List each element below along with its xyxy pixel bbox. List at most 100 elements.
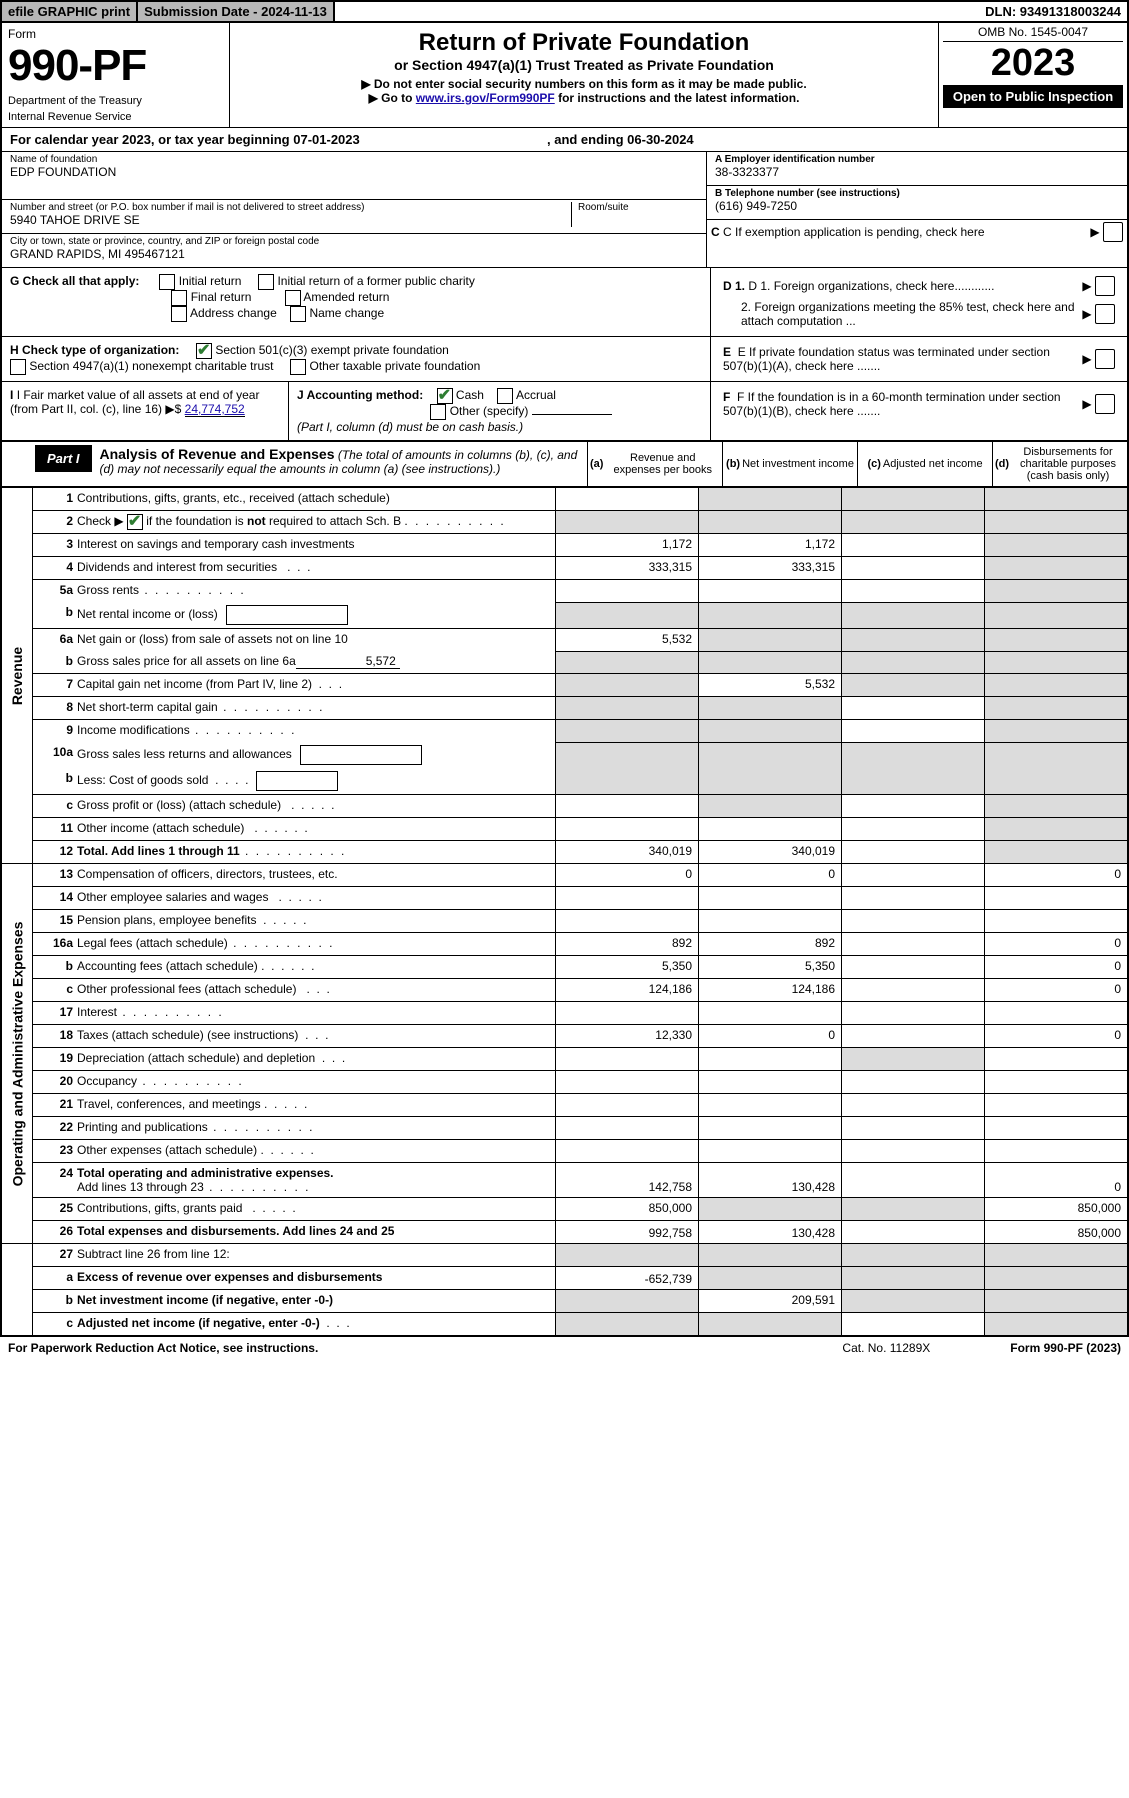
g-final: Final return <box>191 290 252 304</box>
g-addr-checkbox[interactable] <box>171 306 187 322</box>
row-3: Interest on savings and temporary cash i… <box>77 534 555 556</box>
j-other-checkbox[interactable] <box>430 404 446 420</box>
calyear-begin: 07-01-2023 <box>293 132 360 147</box>
row-13: Compensation of officers, directors, tru… <box>77 864 555 886</box>
g-name-checkbox[interactable] <box>290 306 306 322</box>
row-25: Contributions, gifts, grants paid . . . … <box>77 1198 555 1220</box>
net-section: 27Subtract line 26 from line 12: aExcess… <box>2 1244 1127 1335</box>
col-a: Revenue and expenses per books <box>605 452 720 476</box>
j-cash-checkbox[interactable] <box>437 388 453 404</box>
h-4947-checkbox[interactable] <box>10 359 26 375</box>
j-accrual-checkbox[interactable] <box>497 388 513 404</box>
e-section: E E If private foundation status was ter… <box>710 337 1127 381</box>
row-5b: Net rental income or (loss) <box>77 602 555 628</box>
header: Form 990-PF Department of the Treasury I… <box>2 23 1127 128</box>
revenue-vlabel: Revenue <box>2 488 33 863</box>
row-4: Dividends and interest from securities .… <box>77 557 555 579</box>
j-section: J Accounting method: Cash Accrual Other … <box>289 382 711 440</box>
h-501-checkbox[interactable] <box>196 343 212 359</box>
row-16b: Accounting fees (attach schedule) . . . … <box>77 956 555 978</box>
row-2: Check ▶ if the foundation is not require… <box>77 511 555 533</box>
g-amended: Amended return <box>303 290 389 304</box>
row-26: Total expenses and disbursements. Add li… <box>77 1221 555 1243</box>
d2-text: 2. Foreign organizations meeting the 85%… <box>723 300 1082 328</box>
c-checkbox[interactable] <box>1103 222 1123 242</box>
f-text: F If the foundation is in a 60-month ter… <box>723 390 1061 418</box>
footer-mid: Cat. No. 11289X <box>842 1341 930 1355</box>
phone-label: B Telephone number (see instructions) <box>715 188 900 199</box>
c-text: C If exemption application is pending, c… <box>723 225 985 239</box>
row-9: Income modifications <box>77 720 555 742</box>
row-10c: Gross profit or (loss) (attach schedule)… <box>77 795 555 817</box>
expenses-vlabel: Operating and Administrative Expenses <box>2 864 33 1243</box>
row-15: Pension plans, employee benefits . . . .… <box>77 910 555 932</box>
row-22: Printing and publications <box>77 1117 555 1139</box>
col-b: Net investment income <box>742 458 854 470</box>
i-value[interactable]: 24,774,752 <box>185 402 245 417</box>
h-501: Section 501(c)(3) exempt private foundat… <box>215 343 448 357</box>
ein-cell: A Employer identification number 38-3323… <box>707 152 1127 186</box>
row-8: Net short-term capital gain <box>77 697 555 719</box>
info-left: Name of foundation EDP FOUNDATION Number… <box>2 152 706 267</box>
calyear-mid: , and ending <box>547 132 627 147</box>
row-27a: Excess of revenue over expenses and disb… <box>77 1267 555 1289</box>
g-initial-checkbox[interactable] <box>159 274 175 290</box>
revenue-section: Revenue 1Contributions, gifts, grants, e… <box>2 488 1127 864</box>
h-other-checkbox[interactable] <box>290 359 306 375</box>
form-subtitle: or Section 4947(a)(1) Trust Treated as P… <box>240 57 928 73</box>
d2-checkbox[interactable] <box>1095 304 1115 324</box>
row-7: Capital gain net income (from Part IV, l… <box>77 674 555 696</box>
instr-2-post: for instructions and the latest informat… <box>555 91 800 105</box>
addr-label: Number and street (or P.O. box number if… <box>10 202 571 213</box>
header-left: Form 990-PF Department of the Treasury I… <box>2 23 230 127</box>
addr-value: 5940 TAHOE DRIVE SE <box>10 213 571 227</box>
row-10a: Gross sales less returns and allowances <box>77 742 555 768</box>
he-row: H Check type of organization: Section 50… <box>2 337 1127 382</box>
ein-label: A Employer identification number <box>715 154 875 165</box>
d1-checkbox[interactable] <box>1095 276 1115 296</box>
row-6b: Gross sales price for all assets on line… <box>77 651 555 673</box>
j-note: (Part I, column (d) must be on cash basi… <box>297 420 523 434</box>
row-14: Other employee salaries and wages . . . … <box>77 887 555 909</box>
form-container: efile GRAPHIC print Submission Date - 20… <box>0 0 1129 1337</box>
f-checkbox[interactable] <box>1095 394 1115 414</box>
form-word: Form <box>8 27 223 41</box>
r2-checkbox[interactable] <box>127 514 143 530</box>
room-label: Room/suite <box>578 202 698 213</box>
ijf-row: I I Fair market value of all assets at e… <box>2 382 1127 440</box>
f-section: F F If the foundation is in a 60-month t… <box>711 382 1127 440</box>
j-other-line <box>532 414 612 415</box>
g-name: Name change <box>309 306 384 320</box>
h-section: H Check type of organization: Section 50… <box>2 337 710 381</box>
h-4947: Section 4947(a)(1) nonexempt charitable … <box>29 359 273 373</box>
row-21: Travel, conferences, and meetings . . . … <box>77 1094 555 1116</box>
part1-title: Analysis of Revenue and Expenses <box>100 446 335 462</box>
row-27c: Adjusted net income (if negative, enter … <box>77 1313 555 1335</box>
i-section: I I Fair market value of all assets at e… <box>2 382 289 440</box>
g-section: G Check all that apply: Initial return I… <box>2 268 710 336</box>
row-5a: Gross rents <box>77 580 555 602</box>
j-label: J Accounting method: <box>297 388 423 402</box>
j-cash: Cash <box>456 388 484 402</box>
part1-header: Part I Analysis of Revenue and Expenses … <box>2 440 1127 488</box>
j-other: Other (specify) <box>450 404 529 418</box>
addr-cell: Number and street (or P.O. box number if… <box>2 200 706 234</box>
g-final-checkbox[interactable] <box>171 290 187 306</box>
c-cell: C C If exemption application is pending,… <box>707 220 1127 244</box>
e-checkbox[interactable] <box>1095 349 1115 369</box>
top-bar: efile GRAPHIC print Submission Date - 20… <box>2 2 1127 23</box>
instr-2: ▶ Go to www.irs.gov/Form990PF for instru… <box>240 91 928 105</box>
instr-2-pre: ▶ Go to <box>369 91 416 105</box>
instr-link[interactable]: www.irs.gov/Form990PF <box>416 91 555 105</box>
ein-value: 38-3323377 <box>715 165 1119 179</box>
g-amended-checkbox[interactable] <box>285 290 301 306</box>
dept-1: Department of the Treasury <box>8 95 223 107</box>
net-vlabel <box>2 1244 33 1335</box>
row-16c: Other professional fees (attach schedule… <box>77 979 555 1001</box>
g-initial-former-checkbox[interactable] <box>258 274 274 290</box>
row-20: Occupancy <box>77 1071 555 1093</box>
footer-left: For Paperwork Reduction Act Notice, see … <box>8 1341 318 1355</box>
h-label: H Check type of organization: <box>10 343 179 357</box>
row-6a: Net gain or (loss) from sale of assets n… <box>77 629 555 651</box>
row-19: Depreciation (attach schedule) and deple… <box>77 1048 555 1070</box>
